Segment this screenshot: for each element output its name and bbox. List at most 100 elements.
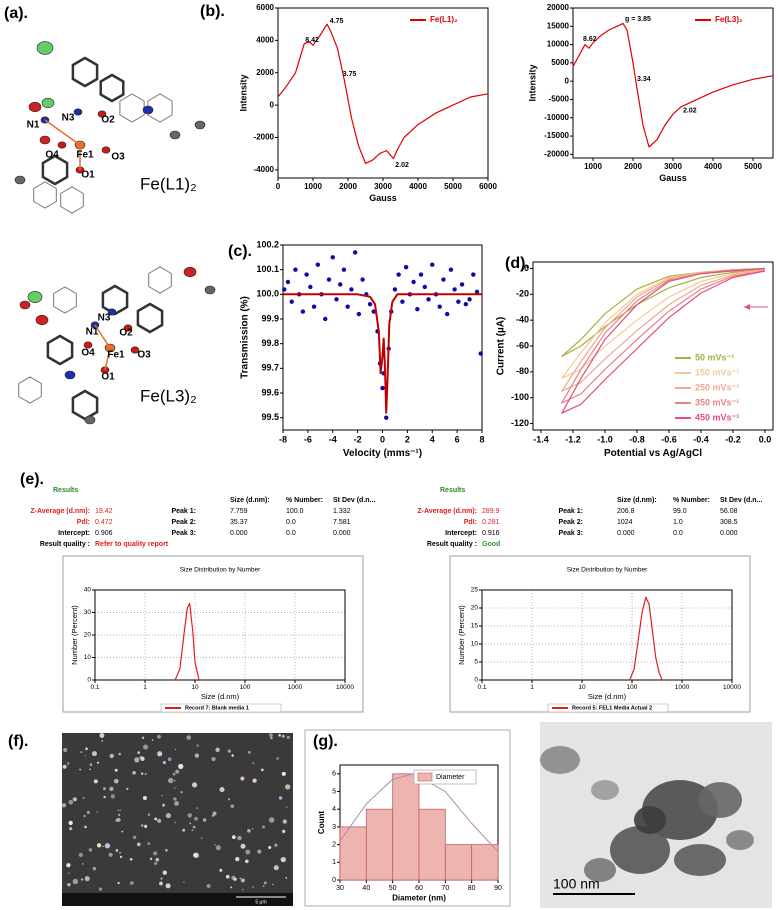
sem-particle	[157, 734, 161, 739]
structure-label: Fe(L1)₂	[140, 174, 197, 193]
sem-particle	[116, 817, 121, 822]
atom	[19, 300, 31, 310]
bond	[94, 324, 111, 349]
sem-particle	[257, 849, 262, 854]
y-tick-label: 100.0	[256, 289, 279, 299]
sem-particle	[132, 835, 137, 840]
tem-particle	[634, 806, 666, 834]
panel-label: (e).	[20, 471, 44, 488]
y-tick-label: 2	[332, 841, 336, 848]
peak-value: 1.332	[333, 508, 351, 515]
atom-label: Fe1	[107, 350, 125, 361]
sem-particle	[263, 881, 267, 885]
sem-particle	[273, 865, 279, 871]
x-tick-label: -1.0	[597, 434, 613, 444]
atom-label: O3	[111, 152, 125, 163]
sem-particle	[154, 817, 158, 821]
result-label: PdI:	[464, 519, 477, 526]
data-point	[308, 284, 313, 290]
sem-particle	[231, 835, 236, 839]
peak-value: 0.0	[673, 530, 683, 537]
sem-particle	[240, 776, 245, 781]
atom	[107, 308, 117, 316]
sem-particle	[98, 887, 103, 891]
data-point	[352, 250, 358, 255]
x-tick-label: 5000	[744, 162, 762, 171]
y-tick-label: 20	[84, 632, 92, 639]
sem-particle	[191, 829, 194, 832]
scan-arrow-head	[744, 304, 750, 310]
sem-particle	[194, 753, 200, 758]
x-tick-label: 0	[380, 434, 385, 444]
sem-particle	[119, 855, 123, 859]
sem-particle	[230, 804, 235, 808]
y-tick-label: 100.2	[256, 239, 279, 249]
x-tick-label: 10000	[336, 684, 354, 691]
peak-value: 308.5	[720, 519, 738, 526]
sem-particle	[118, 752, 122, 756]
sem-particle	[157, 818, 162, 823]
result-value: 289.9	[482, 508, 500, 515]
data-point	[459, 282, 465, 287]
sem-particle	[61, 803, 67, 808]
sem-particle	[137, 751, 141, 754]
sem-particle	[132, 771, 136, 775]
sem-particle	[186, 735, 192, 740]
data-point	[315, 262, 321, 267]
y-tick-label: 30	[84, 609, 92, 616]
sem-particle	[140, 756, 145, 761]
sem-particle	[187, 813, 193, 818]
data-point	[311, 304, 317, 309]
y-tick-label: 10000	[547, 40, 570, 49]
sem-particle	[155, 857, 160, 862]
sem-particle	[247, 829, 251, 833]
x-tick-label: 80	[468, 885, 476, 892]
atom	[130, 346, 140, 354]
sem-particle	[268, 846, 272, 849]
sem-particle	[115, 849, 119, 852]
peak-label: Peak 1:	[558, 508, 583, 515]
sem-particle	[252, 886, 255, 889]
sem-particle	[142, 795, 147, 801]
sem-particle	[143, 744, 149, 750]
histogram-bar	[418, 808, 446, 881]
data-point	[400, 299, 405, 304]
atom	[39, 135, 51, 145]
x-axis-title: Gauss	[659, 173, 687, 183]
data-point	[478, 351, 483, 356]
sem-particle	[227, 749, 231, 753]
sem-particle	[178, 763, 184, 770]
peak-value: 100.0	[286, 508, 304, 515]
result-value: 0.472	[95, 519, 113, 526]
sem-particle	[160, 877, 163, 880]
sem-particle	[219, 787, 225, 793]
x-tick-label: 60	[415, 885, 423, 892]
atom-label: N1	[27, 120, 40, 131]
x-tick-label: 6000	[479, 182, 497, 191]
sem-particle	[117, 881, 120, 885]
results-heading: Results	[440, 487, 465, 494]
y-tick-label: 10	[84, 654, 92, 661]
y-tick-label: -10000	[544, 113, 569, 122]
data-point	[330, 255, 335, 260]
sem-particle	[162, 870, 167, 875]
atom-label: O4	[81, 348, 95, 359]
y-tick-label: 15000	[547, 21, 570, 30]
panel-label: (c).	[228, 243, 252, 260]
x-tick-label: 1000	[584, 162, 602, 171]
atom-label: O3	[137, 350, 151, 361]
sem-particle	[167, 757, 172, 762]
atom	[97, 110, 107, 118]
x-tick-label: 30	[336, 885, 344, 892]
sem-particle	[85, 747, 88, 751]
atom-label: O4	[45, 150, 59, 161]
sem-particle	[215, 747, 220, 753]
y-tick-label: 99.5	[261, 412, 279, 422]
x-axis-title: Gauss	[369, 193, 397, 203]
sem-particle	[82, 863, 84, 865]
peak-header: St Dev (d.n...	[720, 497, 762, 504]
data-line	[277, 23, 489, 164]
ring-bond	[119, 93, 145, 123]
bond	[44, 119, 81, 146]
sem-particle	[200, 837, 203, 839]
